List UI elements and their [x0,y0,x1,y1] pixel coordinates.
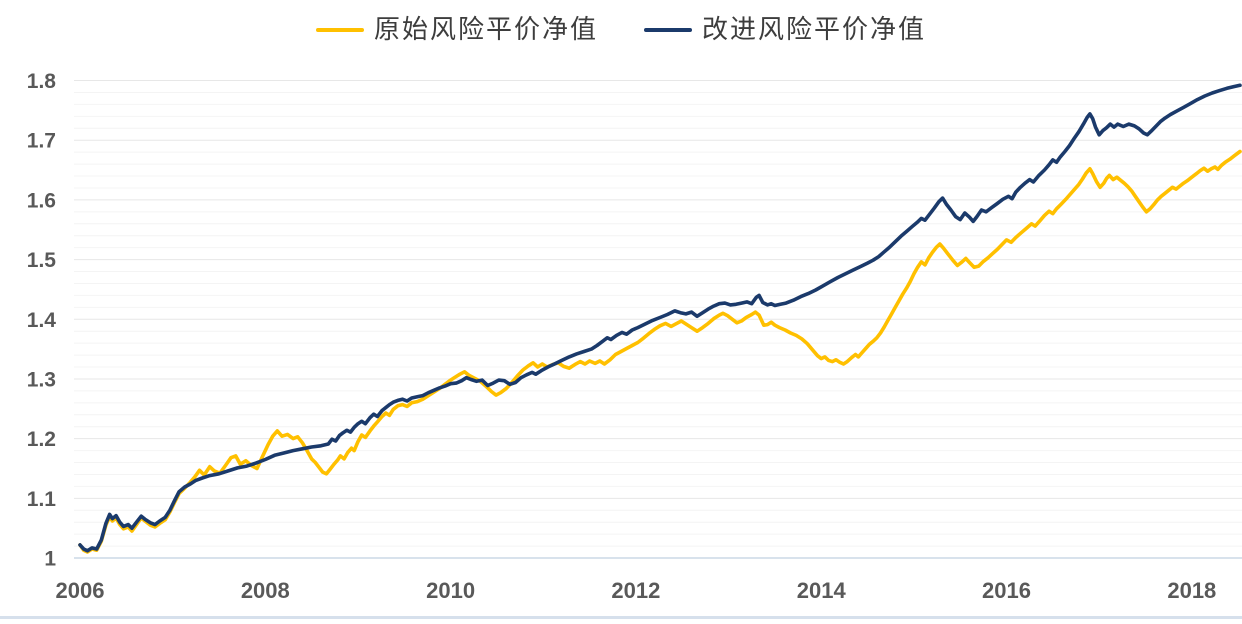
x-axis-tick-label: 2012 [611,578,660,603]
legend-item-original: 原始风险平价净值 [315,14,598,46]
page-bottom-rule [0,616,1242,619]
y-axis-tick-label: 1.1 [27,488,57,511]
y-axis-tick-label: 1.2 [27,428,56,451]
legend-line-improved-icon [644,28,692,32]
legend-line-original-icon [315,28,364,32]
y-axis-tick-label: 1.5 [27,249,57,272]
x-axis-tick-label: 2018 [1167,578,1216,603]
x-axis-tick-label: 2008 [241,578,290,603]
y-axis-tick-label: 1.8 [27,70,57,93]
legend-label-improved: 改进风险平价净值 [702,15,927,44]
series-line-0 [78,149,1242,554]
x-axis-tick-label: 2006 [56,578,105,603]
y-axis-tick-label: 1.4 [27,309,57,332]
legend-item-improved: 改进风险平价净值 [644,14,926,46]
x-axis-tick-label: 2016 [982,578,1031,603]
x-axis-tick-label: 2014 [797,578,847,603]
legend-label-original: 原始风险平价净值 [373,15,598,44]
series-line-1 [78,83,1242,553]
y-axis-tick-label: 1.6 [27,189,56,212]
y-axis-tick-label: 1 [44,548,56,571]
y-axis-tick-label: 1.7 [27,130,56,153]
chart-legend: 原始风险平价净值 改进风险平价净值 [0,14,1242,46]
x-axis-tick-label: 2010 [426,578,475,603]
y-axis-tick-label: 1.3 [27,368,56,391]
